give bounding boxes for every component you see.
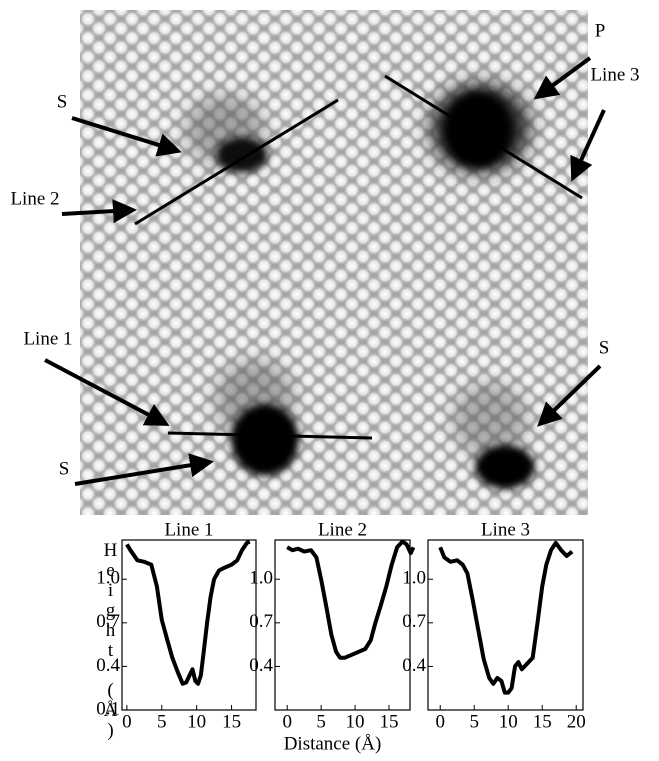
x-tick-label: 20 <box>567 711 586 732</box>
x-tick-label: 15 <box>222 711 241 732</box>
x-tick-label: 15 <box>379 711 398 732</box>
y-tick-label: 1.0 <box>249 568 273 589</box>
annotation-label: Line 3 <box>590 64 639 85</box>
y-axis-label: Height (Å) <box>100 540 121 740</box>
profile-line <box>167 431 373 440</box>
annotation-label: Line 1 <box>23 328 72 349</box>
chart-title: Line 3 <box>481 519 530 540</box>
annotation-label: S <box>59 458 70 479</box>
x-tick-label: 0 <box>122 711 132 732</box>
x-tick-label: 5 <box>316 711 326 732</box>
x-tick-label: 5 <box>469 711 479 732</box>
plot-frame <box>274 539 411 711</box>
profile-line <box>134 98 339 226</box>
profile-curve <box>286 539 416 660</box>
x-tick-label: 10 <box>346 711 365 732</box>
annotation-label: S <box>599 337 610 358</box>
x-tick-label: 0 <box>435 711 445 732</box>
arrow <box>44 358 170 426</box>
arrow <box>71 116 182 157</box>
arrow <box>533 56 592 100</box>
annotation-label: S <box>57 91 68 112</box>
y-tick-label: 0.7 <box>402 611 426 632</box>
y-tick-label: 1.0 <box>402 568 426 589</box>
y-tick-label: 0.4 <box>96 655 120 676</box>
y-tick-label: 1.0 <box>96 568 120 589</box>
chart-title: Line 2 <box>318 519 367 540</box>
x-tick-label: 0 <box>282 711 292 732</box>
profile-curve <box>438 540 574 695</box>
x-tick-label: 5 <box>157 711 167 732</box>
y-tick-label: 0.7 <box>96 611 120 632</box>
stm-image <box>80 10 588 515</box>
y-tick-label: 0.7 <box>249 611 273 632</box>
y-tick-label: 0.4 <box>402 655 426 676</box>
arrow <box>537 364 602 427</box>
arrow <box>61 199 137 224</box>
x-tick-label: 15 <box>533 711 552 732</box>
x-axis-label: Distance (Å) <box>284 733 382 754</box>
x-tick-label: 10 <box>187 711 206 732</box>
x-tick-label: 10 <box>499 711 518 732</box>
plot-frame <box>121 539 257 711</box>
arrow <box>570 109 606 182</box>
y-tick-label: 0.4 <box>249 655 273 676</box>
annotation-label: P <box>595 20 606 41</box>
plot-frame <box>427 539 584 711</box>
y-tick-label: 0.1 <box>96 698 120 719</box>
profile-line <box>384 74 583 200</box>
profile-curve <box>125 539 251 686</box>
annotation-label: Line 2 <box>10 188 59 209</box>
chart-title: Line 1 <box>164 519 213 540</box>
arrow <box>74 453 214 486</box>
